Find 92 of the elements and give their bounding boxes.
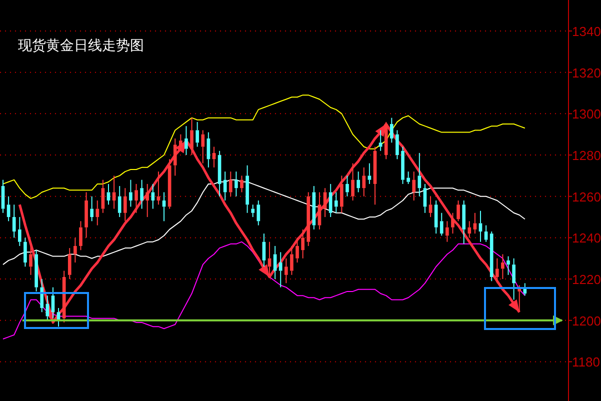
- candlestick: [240, 175, 244, 193]
- candlestick: [84, 192, 88, 238]
- line-series: [2, 94, 526, 199]
- candlestick: [490, 231, 494, 282]
- candlestick: [1, 179, 5, 214]
- candlestick: [12, 204, 16, 238]
- y-tick-label: 1220: [572, 272, 601, 288]
- y-tick-label: 1200: [572, 313, 601, 328]
- candlestick: [24, 237, 27, 268]
- candlestick: [418, 152, 422, 197]
- candlestick: [40, 278, 44, 313]
- candlestick: [423, 183, 427, 214]
- candlestick: [34, 250, 38, 292]
- candlestick: [196, 121, 199, 148]
- candlestick: [390, 117, 394, 144]
- y-tick-label: 1300: [572, 106, 601, 122]
- candlestick: [284, 258, 288, 284]
- text: 现货黄金日线走势图: [18, 37, 144, 53]
- candlestick: [428, 196, 432, 218]
- y-tick-label: 1320: [572, 65, 601, 80]
- candlestick: [90, 196, 94, 222]
- candlestick: [106, 183, 110, 206]
- candlestick: [112, 175, 116, 210]
- candlestick: [118, 186, 122, 218]
- candlestick: [123, 188, 127, 222]
- y-tick-label: 1340: [572, 24, 601, 40]
- candlestick: [340, 175, 344, 214]
- y-tick-label: 1180: [572, 354, 600, 370]
- candlestick: [506, 256, 510, 276]
- candlestick: [318, 192, 322, 230]
- candlestick: [440, 212, 444, 236]
- candlestick: [262, 233, 266, 268]
- candlestick: [323, 188, 327, 218]
- candlestick: [129, 179, 132, 208]
- y-tick-label: 1240: [572, 230, 601, 246]
- candlestick: [228, 171, 232, 197]
- candlestick: [446, 220, 449, 242]
- candlestick: [74, 237, 77, 264]
- candlestick: [278, 252, 282, 288]
- candlestick: [362, 166, 366, 197]
- candlestick: [451, 212, 454, 234]
- candlestick: [312, 186, 316, 230]
- candlestick: [468, 220, 472, 238]
- candlestick: [256, 200, 260, 226]
- candlestick: [296, 237, 299, 264]
- candlestick: [396, 130, 399, 160]
- candlestick: [134, 183, 138, 214]
- candlestick: [306, 192, 310, 246]
- candlestick: [401, 146, 404, 184]
- candlestick: [512, 258, 516, 300]
- candlestick: [406, 171, 410, 184]
- candlestick: [218, 150, 222, 197]
- candlestick: [301, 228, 304, 259]
- candlestick: [173, 138, 177, 176]
- candlestick: [179, 134, 182, 152]
- candlestick: [223, 171, 227, 201]
- candlestick: [501, 254, 504, 280]
- candlestick: [434, 200, 438, 234]
- candlestick: [328, 183, 332, 218]
- candlestick: [273, 245, 277, 280]
- candlestick: [378, 130, 382, 152]
- candlestick: [6, 196, 10, 222]
- candlestick: [18, 216, 22, 246]
- candlestick: [456, 200, 460, 222]
- candlestick: [184, 126, 188, 156]
- candlestick: [495, 258, 499, 284]
- candlestick: [412, 171, 416, 201]
- candlestick: [146, 183, 150, 218]
- candlestick: [29, 245, 32, 276]
- candlestick: [201, 130, 205, 164]
- candlestick: [346, 175, 349, 197]
- candlestick: [334, 192, 338, 214]
- candlestick: [462, 200, 466, 244]
- candlestick: [373, 146, 377, 206]
- candlestick: [473, 212, 477, 234]
- candlestick: [251, 204, 255, 218]
- candlestick: [484, 224, 488, 242]
- candlestick: [96, 200, 100, 226]
- candlestick: [246, 164, 249, 214]
- candlestick: [368, 162, 372, 184]
- candlestick: [140, 179, 144, 210]
- candlestick: [351, 162, 354, 201]
- y-tick-label: 1280: [572, 148, 601, 164]
- candlestick: [290, 245, 294, 276]
- y-tick-label: 1260: [572, 189, 601, 204]
- candlestick: [68, 248, 72, 280]
- candlestick: [79, 220, 82, 251]
- candlestick: [356, 171, 360, 193]
- candlestick: [151, 183, 155, 210]
- candlestick: [101, 179, 105, 214]
- candlestick: [478, 210, 482, 242]
- candlestick: [234, 171, 238, 197]
